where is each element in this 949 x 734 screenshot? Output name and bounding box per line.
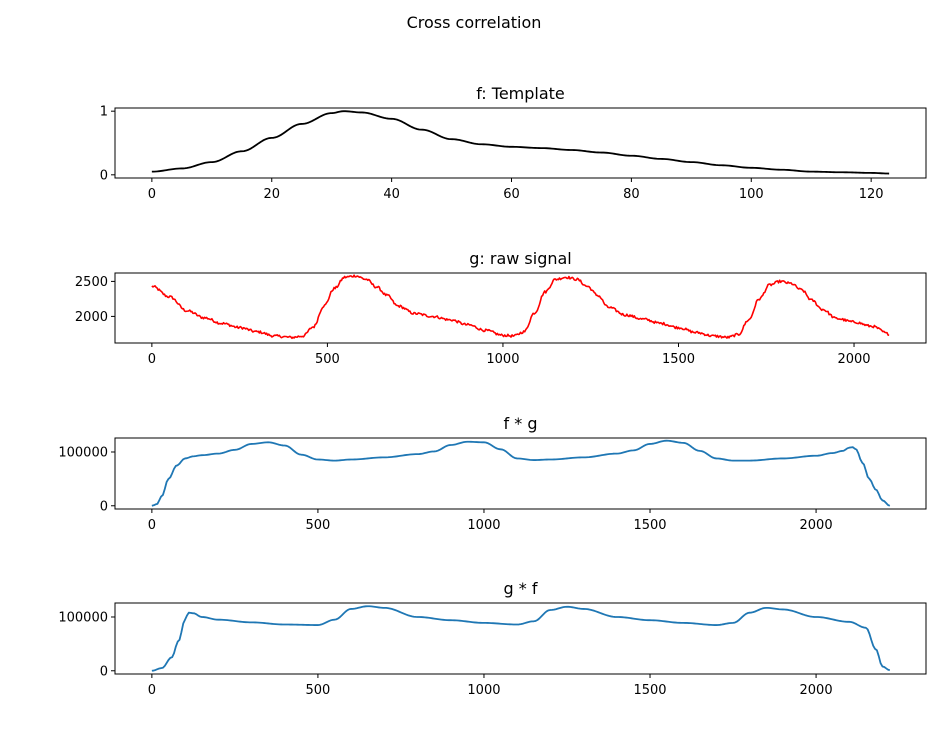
x-tick-label: 120 — [859, 187, 884, 202]
x-tick-label: 1000 — [467, 518, 500, 533]
x-tick-label: 2000 — [837, 352, 870, 367]
series-line — [151, 110, 890, 175]
subplot-2: g: raw signal 0 500 1000 1500 2000 2000 2500 — [75, 249, 927, 367]
subplot-title: g: raw signal — [469, 249, 572, 268]
x-tick-label: 80 — [623, 187, 640, 202]
x-tick-label: 500 — [315, 352, 340, 367]
x-tick-label: 0 — [148, 518, 156, 533]
y-tick-label: 0 — [100, 664, 108, 679]
y-tick-label: 2000 — [75, 310, 108, 325]
x-tick-label: 0 — [148, 187, 156, 202]
subplot-title: f * g — [504, 414, 538, 433]
x-tick-label: 0 — [148, 352, 156, 367]
y-tick-label: 100000 — [58, 610, 108, 625]
y-tick-label: 0 — [100, 499, 108, 514]
subplot-4: g * f 0 500 1000 1500 2000 0 100000 — [58, 579, 927, 698]
subplot-title: g * f — [504, 579, 538, 598]
x-tick-label: 1500 — [633, 518, 666, 533]
x-tick-label: 60 — [503, 187, 520, 202]
series-line — [151, 605, 891, 672]
x-tick-label: 1500 — [633, 683, 666, 698]
x-tick-label: 20 — [263, 187, 280, 202]
x-tick-label: 500 — [306, 683, 331, 698]
x-tick-label: 2000 — [800, 683, 833, 698]
subplot-title: f: Template — [476, 84, 565, 103]
series-line — [151, 274, 890, 340]
x-tick-label: 2000 — [800, 518, 833, 533]
subplot-3: f * g 0 500 1000 1500 2000 0 100000 — [58, 414, 927, 533]
x-tick-label: 100 — [739, 187, 764, 202]
y-tick-label: 100000 — [58, 445, 108, 460]
y-tick-label: 1 — [100, 105, 108, 120]
x-tick-label: 0 — [148, 683, 156, 698]
axes-frame — [114, 107, 927, 179]
y-tick-label: 2500 — [75, 275, 108, 290]
x-tick-label: 40 — [383, 187, 400, 202]
axes-frame — [114, 437, 927, 510]
y-tick-label: 0 — [100, 168, 108, 183]
subplot-1: f: Template 0 20 40 60 80 100 120 0 1 — [100, 84, 927, 202]
x-tick-label: 1500 — [662, 352, 695, 367]
axes-frame — [114, 272, 927, 344]
figure-title: Cross correlation — [407, 13, 542, 32]
x-tick-label: 1000 — [467, 683, 500, 698]
axes-frame — [114, 602, 927, 675]
x-tick-label: 1000 — [486, 352, 519, 367]
x-tick-label: 500 — [306, 518, 331, 533]
series-line — [151, 439, 891, 507]
